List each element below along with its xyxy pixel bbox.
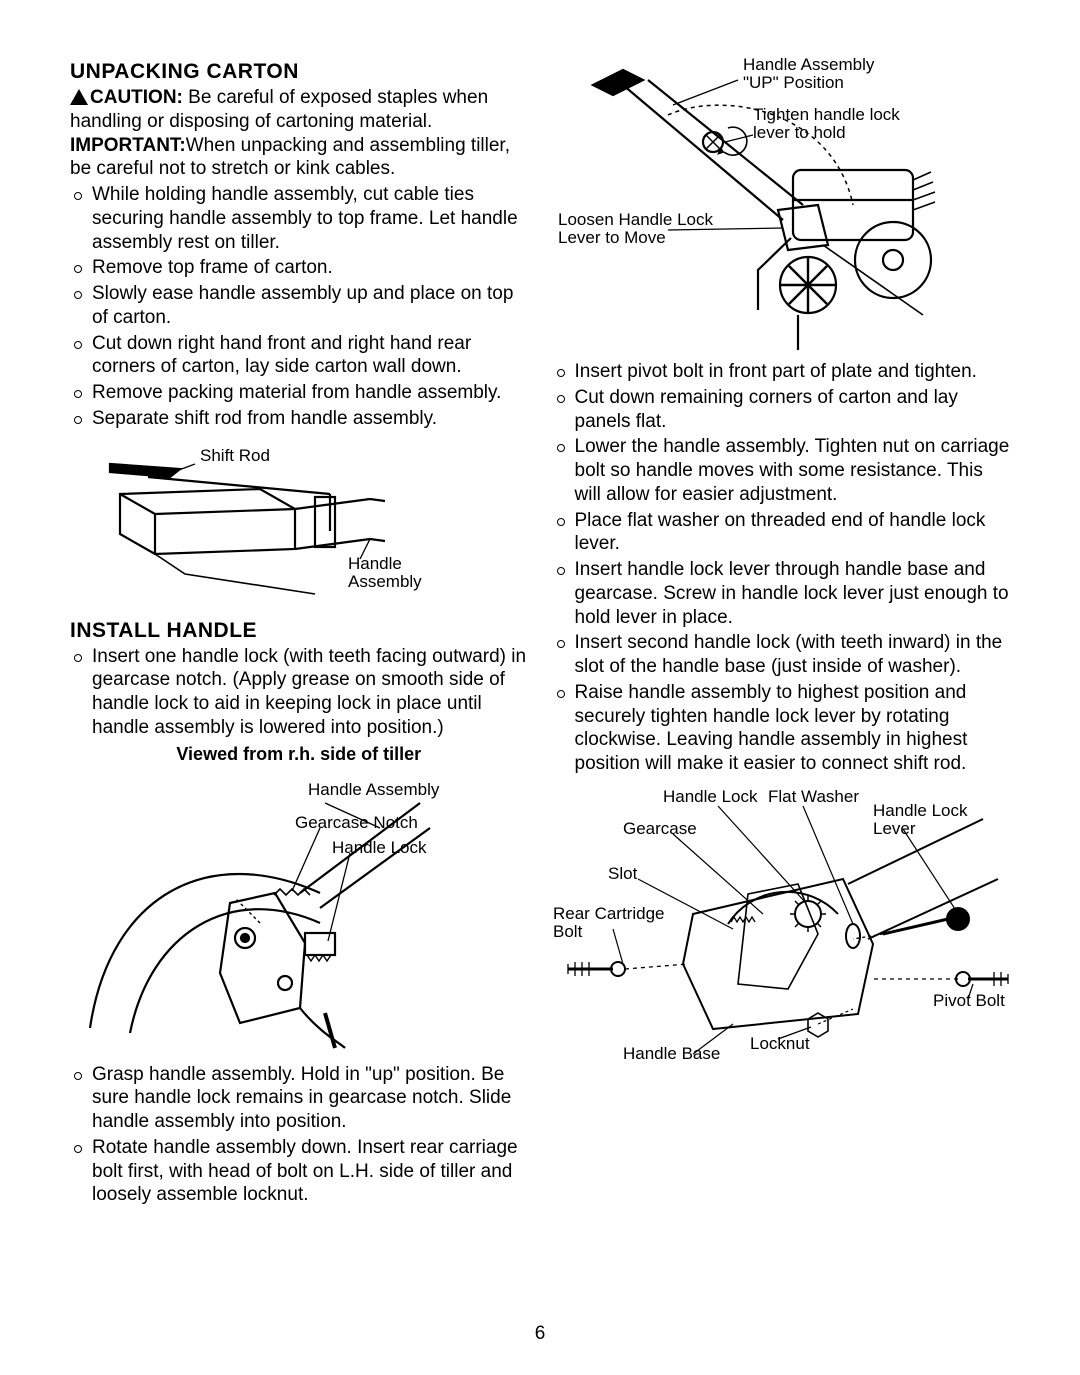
label-handle-lock-top: Handle Lock (663, 787, 758, 806)
label-hll1: Handle Lock (873, 801, 968, 820)
label-handle: Handle (348, 554, 402, 573)
list-item: Separate shift rod from handle assembly. (92, 407, 528, 431)
label-handle-up2: "UP" Position (743, 73, 844, 92)
label-handle-assembly: Handle Assembly (308, 780, 440, 799)
list-item: Cut down remaining corners of carton and… (575, 386, 1011, 434)
important-paragraph: IMPORTANT:When unpacking and assembling … (70, 134, 528, 182)
list-item: Place flat washer on threaded end of han… (575, 509, 1011, 557)
label-assembly: Assembly (348, 572, 422, 591)
label-loosen1: Loosen Handle Lock (558, 210, 714, 229)
figure-shift-rod: Shift Rod Handle Assembly (70, 439, 528, 609)
list-item: Remove packing material from handle asse… (92, 381, 528, 405)
list-item: Insert second handle lock (with teeth in… (575, 631, 1011, 679)
figure-tiller-up: Handle Assembly "UP" Position Tighten ha… (553, 50, 1011, 350)
list-item: Insert handle lock lever through handle … (575, 558, 1011, 629)
list-item: Rotate handle assembly down. Insert rear… (92, 1136, 528, 1207)
list-item: Insert one handle lock (with teeth facin… (92, 645, 528, 740)
label-shift-rod: Shift Rod (200, 446, 270, 465)
list-item: Grasp handle assembly. Hold in "up" posi… (92, 1063, 528, 1134)
list-item: Raise handle assembly to highest positio… (575, 681, 1011, 776)
label-slot: Slot (608, 864, 638, 883)
list-item: Insert pivot bolt in front part of plate… (575, 360, 1011, 384)
install-list-b: Grasp handle assembly. Hold in "up" posi… (70, 1063, 528, 1208)
handle-base-diagram-icon: Handle Lock Flat Washer Gearcase Handle … (553, 784, 1023, 1064)
tiller-up-diagram-icon: Handle Assembly "UP" Position Tighten ha… (553, 50, 1013, 350)
label-handle-lock: Handle Lock (332, 838, 427, 857)
list-item: Remove top frame of carton. (92, 256, 528, 280)
label-tighten1: Tighten handle lock (753, 105, 900, 124)
label-rcb1: Rear Cartridge (553, 904, 665, 923)
list-item: Cut down right hand front and right hand… (92, 332, 528, 380)
label-loosen2: Lever to Move (558, 228, 666, 247)
label-gearcase-notch: Gearcase Notch (295, 813, 418, 832)
figure-handle-base: Handle Lock Flat Washer Gearcase Handle … (553, 784, 1011, 1064)
page-number: 6 (0, 1323, 1080, 1345)
heading-unpacking: UNPACKING CARTON (70, 60, 528, 84)
label-handle-up1: Handle Assembly (743, 55, 875, 74)
label-handle-base: Handle Base (623, 1044, 720, 1063)
label-rcb2: Bolt (553, 922, 583, 941)
two-column-layout: UNPACKING CARTON CAUTION: Be careful of … (70, 60, 1010, 1209)
label-gearcase: Gearcase (623, 819, 697, 838)
list-item: Slowly ease handle assembly up and place… (92, 282, 528, 330)
right-list: Insert pivot bolt in front part of plate… (553, 360, 1011, 776)
install-list-a: Insert one handle lock (with teeth facin… (70, 645, 528, 740)
right-column: Handle Assembly "UP" Position Tighten ha… (553, 60, 1011, 1209)
gearcase-side-diagram-icon: Handle Assembly Gearcase Notch Handle Lo… (70, 773, 450, 1053)
figure-gearcase-side: Handle Assembly Gearcase Notch Handle Lo… (70, 773, 528, 1053)
label-pivot-bolt: Pivot Bolt (933, 991, 1005, 1010)
label-hll2: Lever (873, 819, 916, 838)
list-item: While holding handle assembly, cut cable… (92, 183, 528, 254)
important-label: IMPORTANT: (70, 135, 186, 156)
label-locknut: Locknut (750, 1034, 810, 1053)
list-item: Lower the handle assembly. Tighten nut o… (575, 435, 1011, 506)
shift-rod-diagram-icon: Shift Rod Handle Assembly (70, 439, 430, 609)
heading-install-handle: INSTALL HANDLE (70, 619, 528, 643)
caution-paragraph: CAUTION: Be careful of exposed staples w… (70, 86, 528, 134)
left-column: UNPACKING CARTON CAUTION: Be careful of … (70, 60, 528, 1209)
caution-label: CAUTION: (90, 87, 183, 108)
unpacking-list: While holding handle assembly, cut cable… (70, 183, 528, 431)
label-flat-washer: Flat Washer (768, 787, 859, 806)
label-tighten2: lever to hold (753, 123, 846, 142)
warning-triangle-icon (70, 89, 88, 105)
figure2-caption: Viewed from r.h. side of tiller (70, 744, 528, 765)
